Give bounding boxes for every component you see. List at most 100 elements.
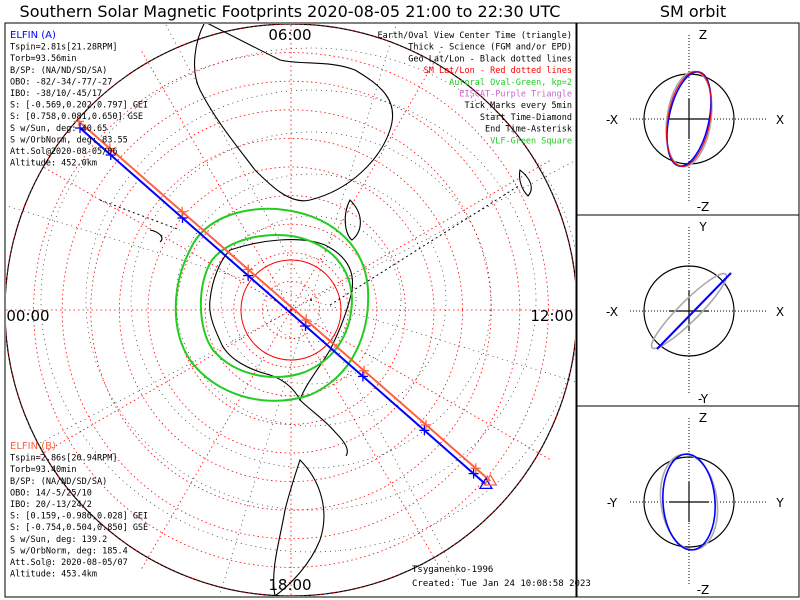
axis-label-right: X bbox=[776, 113, 784, 127]
orbit-path-a bbox=[656, 272, 732, 350]
axis-label-bottom: -Z bbox=[697, 583, 710, 597]
elfin-b-info: ELFIN (B) Tspin=2.86s[20.94RPM]Torb=93.40… bbox=[10, 441, 148, 580]
australia-coast bbox=[194, 24, 394, 202]
info-line: Tspin=2.86s[20.94RPM] bbox=[10, 454, 117, 464]
info-line: Att.Sol@: 2020-08-05/07 bbox=[10, 558, 128, 568]
orbit-path-grey bbox=[650, 272, 728, 350]
sm-spoke bbox=[140, 309, 292, 571]
center-time-triangle bbox=[478, 477, 494, 490]
sm-spoke bbox=[30, 309, 292, 461]
geo-meridian bbox=[329, 184, 521, 306]
geo-meridian bbox=[219, 299, 312, 596]
info-line: S w/OrbNorm, deg: 185.4 bbox=[10, 546, 128, 556]
elfin-b-ticks bbox=[73, 116, 498, 486]
axis-label-bottom: -Y bbox=[698, 392, 709, 406]
antarctica-coast bbox=[209, 239, 354, 402]
mlt-label-left: 00:00 bbox=[6, 307, 49, 325]
earth-circle bbox=[643, 265, 735, 357]
sm-ring bbox=[147, 166, 435, 454]
axis-label-top: Z bbox=[699, 28, 707, 42]
new-zealand-coast bbox=[518, 169, 532, 197]
info-line: Att.Sol@2020-08-05/06 bbox=[10, 147, 117, 157]
info-line: Altitude: 452.0km bbox=[10, 159, 97, 169]
geo-ring bbox=[85, 89, 537, 511]
info-line: S: [0.758,0.081,0.650] GSE bbox=[10, 112, 143, 122]
mlt-label-right: 12:00 bbox=[530, 307, 573, 325]
axis-label-left: -Y bbox=[607, 496, 618, 510]
orbit-frame bbox=[576, 22, 800, 598]
sm-ring bbox=[61, 80, 521, 540]
info-line: B/SP: (NA/ND/SD/SA) bbox=[10, 477, 107, 487]
axis-label-right: Y bbox=[775, 496, 784, 510]
geo-ring bbox=[265, 257, 357, 343]
tasmania-coast bbox=[344, 199, 361, 241]
axis-label-bottom: -Z bbox=[697, 200, 710, 214]
orbit-panels: Z -Z -X X Y -Y -X X Z -Z -Y Y bbox=[606, 28, 784, 597]
elfin-a-info: ELFIN (A) Tspin=2.81s[21.28RPM]Torb=93.56… bbox=[10, 30, 148, 169]
island-coast bbox=[149, 229, 163, 243]
sm-spoke bbox=[290, 159, 552, 311]
geo-ring bbox=[130, 131, 492, 469]
legend-item: EISCAT-Purple Triangle bbox=[459, 90, 572, 100]
polar-map bbox=[6, 24, 575, 596]
orbit-path-a bbox=[662, 453, 716, 551]
geo-meridian bbox=[27, 299, 312, 450]
elfin-a-ticks bbox=[75, 123, 494, 490]
legend-item: Geo Lat/Lon - Black dotted lines bbox=[408, 54, 572, 64]
geo-meridian bbox=[310, 299, 575, 382]
info-line: Altitude: 453.4km bbox=[10, 570, 97, 580]
legend-item: Earth/Oval View Center Time (triangle) bbox=[378, 31, 572, 41]
info-line: OBO: -82/-34/-77/-27 bbox=[10, 77, 112, 87]
axis-label-left: -X bbox=[606, 113, 618, 127]
sm-spoke bbox=[290, 49, 442, 311]
south-america-coast bbox=[273, 458, 325, 596]
geo-meridian bbox=[165, 24, 312, 301]
orbit-panel-xy: Y -Y -X X bbox=[606, 220, 784, 406]
sm-ring bbox=[233, 252, 349, 368]
axis-label-top: Z bbox=[699, 411, 707, 425]
sm-ring bbox=[176, 195, 406, 425]
info-line: Torb=93.56min bbox=[10, 54, 77, 64]
axis-label-top: Y bbox=[698, 220, 707, 234]
legend: Earth/Oval View Center Time (triangle) Th… bbox=[378, 31, 572, 146]
auroral-oval-inner bbox=[199, 234, 354, 378]
center-time-triangle bbox=[483, 473, 498, 486]
orbit-panel-yz: Z -Z -Y Y bbox=[607, 411, 784, 597]
mlt-label-top: 06:00 bbox=[268, 26, 311, 44]
geo-ring bbox=[175, 173, 447, 427]
geo-meridian-2 bbox=[99, 199, 181, 231]
info-line: S: [0.159,-0.986,0.028] GEI bbox=[10, 512, 148, 522]
earth-circle bbox=[643, 456, 735, 548]
auroral-oval-outer bbox=[174, 207, 370, 402]
info-line: S w/Sun, deg: 139.2 bbox=[10, 535, 107, 545]
info-line: B/SP: (NA/ND/SD/SA) bbox=[10, 66, 107, 76]
legend-item: Auroral Oval-Green, kp=2 bbox=[449, 78, 572, 88]
info-line: Tspin=2.81s[21.28RPM] bbox=[10, 43, 117, 53]
legend-item: VLF-Green Square bbox=[490, 136, 572, 146]
legend-item: Start Time-Diamond bbox=[480, 113, 572, 123]
geo-meridian bbox=[6, 205, 312, 301]
sm-spoke bbox=[290, 309, 552, 461]
sm-ring bbox=[261, 280, 320, 339]
info-line: S w/OrbNorm, deg: 83.55 bbox=[10, 135, 128, 145]
sm-ring bbox=[90, 109, 492, 511]
sm-pole-circle bbox=[240, 259, 342, 361]
info-line: S w/Sun, deg: 40.65 bbox=[10, 124, 107, 134]
auroral-ovals bbox=[174, 207, 370, 402]
geo-meridian bbox=[310, 24, 397, 301]
orbit-panel-xz: Z -Z -X X bbox=[606, 28, 784, 214]
sm-spoke bbox=[290, 309, 442, 571]
geo-grid bbox=[6, 24, 575, 596]
orbit-path-b bbox=[666, 71, 712, 167]
created-text: Created: Tue Jan 24 10:08:58 2023 bbox=[412, 579, 591, 589]
info-line: IBO: -38/10/-45/17 bbox=[10, 89, 102, 99]
info-line: IBO: 20/-13/24/2 bbox=[10, 500, 92, 510]
sm-spoke bbox=[140, 49, 292, 311]
figure-title: Southern Solar Magnetic Footprints 2020-… bbox=[20, 2, 561, 21]
map-frame bbox=[4, 22, 577, 598]
axis-label-left: -X bbox=[606, 305, 618, 319]
geo-ring bbox=[220, 215, 402, 385]
legend-item: SM Lat/Lon - Red dotted lines bbox=[424, 66, 572, 76]
info-line: S: [-0.569,0.202,0.797] GEI bbox=[10, 101, 148, 111]
